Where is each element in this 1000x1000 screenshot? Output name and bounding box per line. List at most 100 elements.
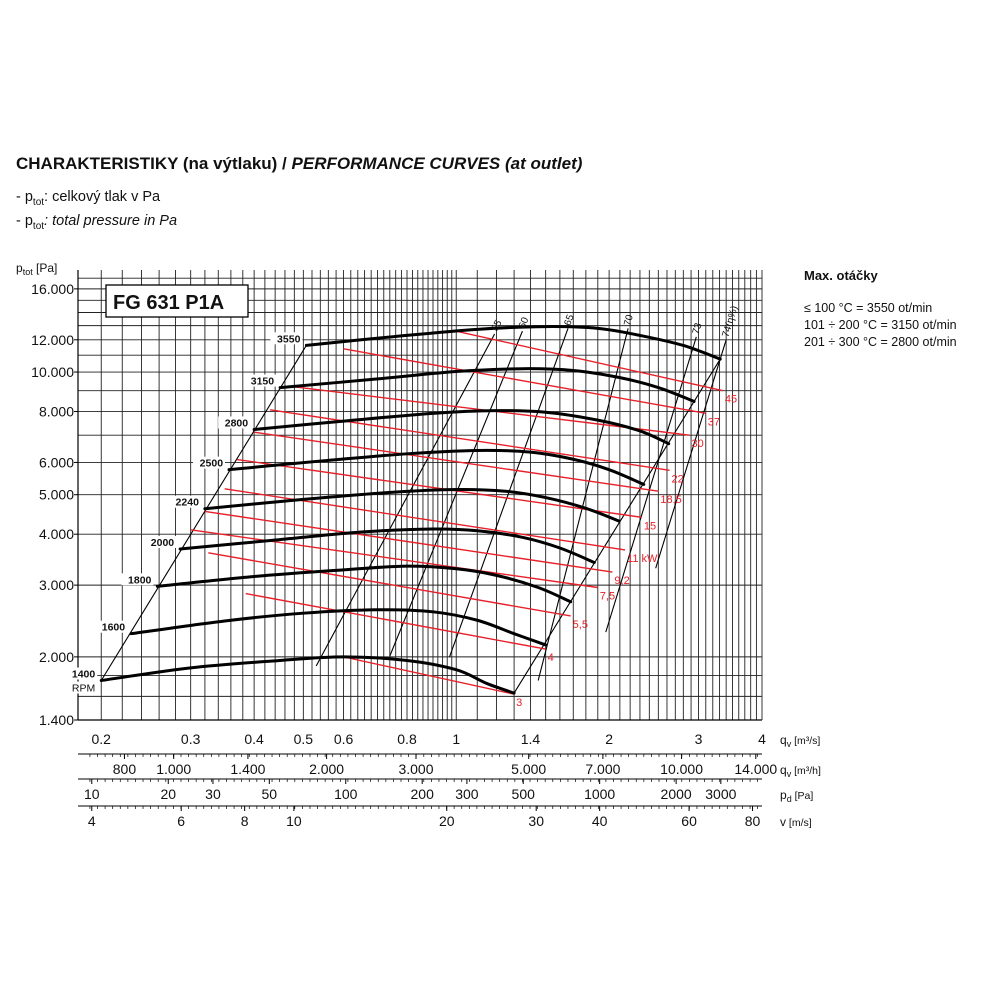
- rpm-curve: [178, 527, 596, 564]
- rpm-curve: [227, 448, 646, 486]
- legend-english-sub: tot: [32, 220, 45, 232]
- legend-czech-symbol: - p: [16, 189, 33, 205]
- x-axis-title: pd [Pa]: [780, 788, 813, 804]
- power-curve: [254, 431, 659, 492]
- x-tick-label: 0.5: [294, 731, 314, 747]
- y-tick-label: 10.000: [31, 364, 74, 380]
- legend-english-symbol: - p: [16, 212, 33, 229]
- rpm-curve: [278, 367, 696, 403]
- x-tick-label: 1.400: [230, 761, 265, 777]
- x-tick-label: 8: [241, 813, 249, 829]
- y-tick-label: 6.000: [39, 454, 74, 470]
- power-curve: [269, 409, 670, 471]
- efficiency-label: 55: [490, 318, 505, 333]
- x-tick-label: 10.000: [660, 761, 703, 777]
- max-speed-title: Max. otáčky: [804, 268, 878, 283]
- rpm-unit-label: RPM: [72, 683, 95, 695]
- efficiency-label: 70: [622, 313, 636, 327]
- x-tick-label: 30: [205, 786, 221, 802]
- efficiency-lines: [100, 328, 727, 694]
- rpm-label: 1400: [72, 669, 96, 681]
- power-curve: [204, 510, 613, 573]
- x-tick-label: 300: [455, 786, 479, 802]
- rpm-label-bg: [65, 667, 98, 680]
- rpm-curve: [304, 325, 722, 361]
- power-curves: [190, 330, 724, 695]
- power-label: 30: [692, 438, 704, 450]
- model-box: [105, 284, 249, 318]
- power-label: 37: [708, 416, 720, 428]
- rpm-curves: [99, 325, 722, 695]
- max-speed-row-3: 201 ÷ 300 °C = 2800 ot/min: [804, 335, 957, 349]
- rpm-label-bg: [144, 535, 177, 548]
- efficiency-label: 74(η%): [721, 305, 741, 339]
- legend-czech-sub: tot: [32, 196, 45, 208]
- power-label: 15: [644, 520, 656, 532]
- x-tick-label: 0.2: [92, 731, 112, 747]
- x-tick-label: 10: [84, 786, 100, 802]
- x-tick-label: 30: [528, 813, 544, 829]
- x-tick-label: 7.000: [585, 761, 620, 777]
- rpm-curve: [99, 655, 516, 695]
- rpm-label: 3150: [251, 376, 275, 388]
- x-tick-label: 3000: [705, 786, 736, 802]
- max-speed-row-2: 101 ÷ 200 °C = 3150 ot/min: [804, 318, 957, 332]
- efficiency-label: 60: [517, 315, 532, 330]
- power-label: 4: [548, 652, 554, 664]
- efficiency-label: 65: [562, 313, 576, 328]
- power-label: 18,5: [660, 494, 681, 506]
- x-tick-label: 100: [334, 786, 358, 802]
- rpm-label-bg: [193, 456, 226, 469]
- x-tick-label: 20: [160, 786, 176, 802]
- efficiency-line: [605, 336, 697, 633]
- x-tick-label: 50: [262, 786, 278, 802]
- power-curve: [343, 656, 515, 695]
- rpm-curve: [155, 564, 573, 604]
- x-tick-label: 0.6: [334, 731, 354, 747]
- x-tick-label: 1.4: [521, 731, 541, 747]
- rpm-label: 2800: [225, 417, 249, 429]
- x-axis-title: v [m/s]: [780, 815, 812, 829]
- rpm-curve: [129, 608, 548, 647]
- power-curve: [190, 529, 598, 589]
- efficiency-label: 73: [691, 321, 705, 335]
- envelope-right: [513, 358, 721, 694]
- x-tick-label: 2000: [661, 786, 692, 802]
- y-axis-title: ptot [Pa]: [16, 261, 57, 277]
- x-tick-label: 3.000: [398, 761, 433, 777]
- x-tick-label: 2.000: [309, 761, 344, 777]
- power-curve: [245, 592, 546, 650]
- rpm-label: 1600: [102, 622, 126, 634]
- axes: 16.00012.00010.0008.0006.0005.0004.0003.…: [16, 261, 821, 829]
- legend-czech-text: : celkový tlak v Pa: [44, 189, 161, 205]
- x-tick-label: 10: [286, 813, 302, 829]
- rpm-label: 2500: [200, 458, 224, 470]
- x-tick-label: 500: [512, 786, 536, 802]
- x-tick-label: 4: [758, 731, 766, 747]
- power-curve: [208, 552, 571, 617]
- power-label: 11 kW: [627, 553, 658, 565]
- x-tick-label: 200: [411, 786, 435, 802]
- legend-czech: - ptot: celkový tlak v Pa: [16, 188, 716, 212]
- rpm-label-bg: [270, 332, 303, 345]
- x-tick-label: 3: [695, 731, 703, 747]
- rpm-label-bg: [121, 573, 154, 586]
- rpm-label: 2000: [151, 537, 175, 549]
- legend-english-text: : total pressure in Pa: [44, 212, 178, 229]
- x-axis-title: qv [m³/s]: [780, 733, 820, 749]
- power-label: 3: [516, 697, 522, 709]
- rpm-unit-bg: [69, 681, 96, 694]
- chart-header: CHARAKTERISTIKY (na výtlaku) / PERFORMAN…: [16, 154, 716, 236]
- x-tick-label: 5.000: [511, 761, 546, 777]
- efficiency-line: [315, 333, 496, 667]
- power-label: 22: [672, 473, 684, 485]
- rpm-curve: [252, 409, 671, 446]
- title-english: PERFORMANCE CURVES (at outlet): [291, 154, 583, 173]
- labels: 55 60 65 70 73 74(η%) 3 4 5,5 7,5 9,2 11 kW 15 18,5 22…: [65, 284, 741, 709]
- max-speed-row-1: ≤ 100 °C = 3550 ot/min: [804, 301, 933, 315]
- x-tick-label: 6: [177, 813, 185, 829]
- max-speed-panel: Max. otáčky ≤ 100 °C = 3550 ot/min 101 ÷…: [804, 268, 1000, 352]
- power-label: 5,5: [573, 619, 588, 631]
- x-tick-label: 800: [113, 761, 137, 777]
